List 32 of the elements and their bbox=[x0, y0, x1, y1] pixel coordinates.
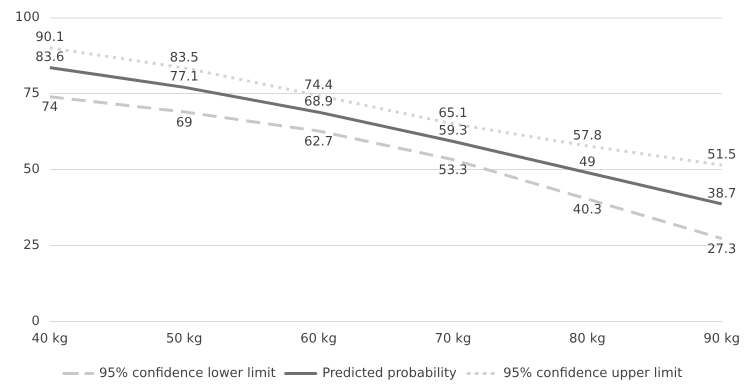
y-tick-label: 0 bbox=[32, 314, 40, 329]
data-label: 62.7 bbox=[304, 134, 334, 150]
data-label: 83.6 bbox=[35, 50, 64, 65]
y-tick-label: 25 bbox=[23, 238, 40, 253]
data-label: 27.3 bbox=[707, 242, 736, 257]
data-label: 38.7 bbox=[707, 186, 736, 202]
legend-label: Predicted probability bbox=[322, 366, 458, 381]
data-label: 74 bbox=[42, 100, 58, 116]
x-tick-label: 80 kg bbox=[569, 332, 606, 347]
x-tick-label: 70 kg bbox=[434, 332, 472, 347]
data-label: 57.8 bbox=[572, 128, 602, 144]
data-label: 77.1 bbox=[170, 70, 199, 85]
data-label: 83.5 bbox=[170, 50, 199, 66]
data-label: 53.3 bbox=[438, 162, 468, 178]
data-label: 59.3 bbox=[438, 124, 468, 139]
x-tick-label: 90 kg bbox=[704, 332, 740, 347]
data-label: 51.5 bbox=[707, 147, 736, 162]
y-tick-label: 75 bbox=[23, 86, 40, 102]
y-tick-label: 100 bbox=[14, 10, 40, 26]
data-label: 69 bbox=[176, 115, 192, 130]
data-label: 49 bbox=[579, 155, 596, 170]
y-tick-label: 50 bbox=[23, 162, 40, 177]
data-label: 68.9 bbox=[304, 94, 334, 110]
data-label: 65.1 bbox=[438, 106, 468, 122]
legend-label: 95% confidence lower limit bbox=[99, 366, 276, 381]
legend-label: 95% confidence upper limit bbox=[503, 366, 682, 381]
data-label: 40.3 bbox=[572, 202, 602, 218]
data-label: 74.4 bbox=[304, 78, 334, 93]
x-tick-label: 60 kg bbox=[300, 332, 337, 347]
x-tick-label: 40 kg bbox=[32, 332, 68, 347]
data-label: 90.1 bbox=[35, 30, 64, 46]
x-tick-label: 50 kg bbox=[166, 332, 202, 347]
